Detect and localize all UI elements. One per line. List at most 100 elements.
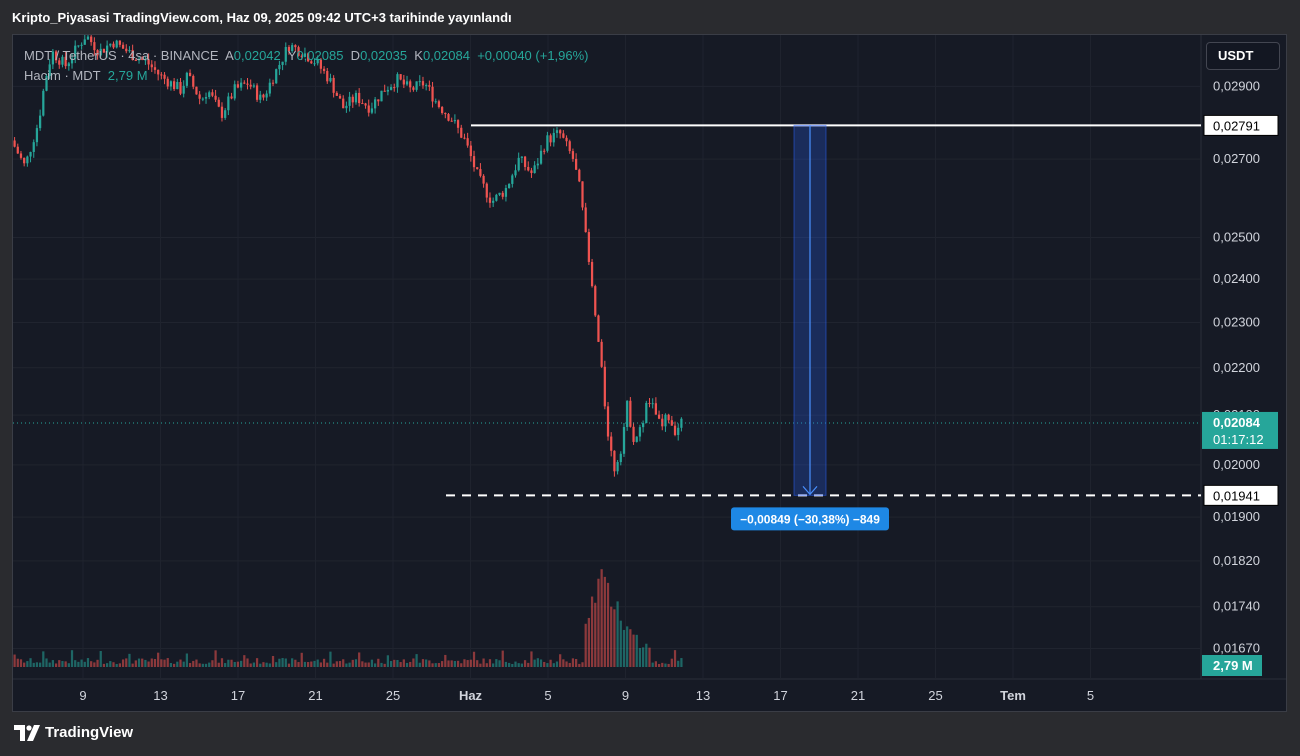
volume-bar bbox=[332, 663, 335, 667]
y-tick-label: 0,01900 bbox=[1213, 509, 1260, 524]
candle-body bbox=[348, 96, 351, 106]
candle-body bbox=[265, 93, 268, 98]
candle-body bbox=[389, 87, 393, 90]
candle-body bbox=[192, 75, 195, 87]
volume-bar bbox=[265, 662, 268, 667]
candle-body bbox=[370, 108, 374, 113]
candle-body bbox=[670, 420, 673, 426]
volume-bar bbox=[511, 663, 514, 667]
candle-body bbox=[571, 151, 575, 159]
candle-body bbox=[303, 53, 307, 57]
volume-bar bbox=[246, 658, 249, 667]
candle-body bbox=[629, 400, 632, 427]
candle-body bbox=[61, 56, 64, 65]
candle-body bbox=[517, 157, 520, 171]
volume-bar bbox=[348, 662, 351, 667]
candle-body bbox=[99, 48, 102, 56]
volume-bar bbox=[421, 659, 425, 667]
candle-body bbox=[626, 400, 629, 428]
candles bbox=[13, 35, 683, 477]
volume-bar bbox=[495, 659, 498, 667]
volume-bar bbox=[508, 662, 511, 667]
volume-bar bbox=[374, 663, 377, 667]
volume-bar bbox=[606, 582, 610, 667]
volume-bar bbox=[236, 661, 240, 667]
low-value: 0,02035 bbox=[360, 48, 408, 63]
candle-body bbox=[418, 81, 421, 83]
volume-bar bbox=[141, 658, 144, 667]
candle-body bbox=[48, 64, 51, 77]
candle-body bbox=[214, 95, 217, 100]
volume-bar bbox=[70, 650, 74, 667]
brand[interactable]: TradingView bbox=[14, 724, 133, 741]
x-tick-label: 9 bbox=[79, 688, 86, 703]
volume-bar bbox=[386, 655, 389, 667]
volume-bar bbox=[635, 634, 638, 667]
candle-body bbox=[441, 107, 444, 113]
volume-bar bbox=[157, 652, 160, 667]
candle-body bbox=[635, 436, 638, 442]
currency-button[interactable]: USDT bbox=[1206, 42, 1280, 70]
candle-body bbox=[217, 99, 220, 107]
volume-bar bbox=[319, 662, 322, 667]
candle-body bbox=[511, 175, 514, 184]
candle-body bbox=[278, 64, 281, 70]
candle-body bbox=[45, 76, 48, 91]
candle-body bbox=[169, 81, 173, 87]
volume-bar bbox=[54, 663, 58, 667]
candle-body bbox=[485, 183, 488, 198]
candle-body bbox=[412, 87, 415, 90]
candle-body bbox=[543, 150, 546, 152]
volume-bar bbox=[377, 658, 380, 667]
volume-bar bbox=[667, 663, 670, 667]
candle-body bbox=[654, 403, 657, 415]
candle-body bbox=[559, 130, 562, 134]
candle-body bbox=[35, 128, 39, 143]
volume-bar bbox=[456, 660, 460, 667]
candle-body bbox=[495, 194, 498, 201]
volume-bar bbox=[539, 659, 543, 667]
volume-bar bbox=[224, 663, 227, 667]
resistance-price-label-box bbox=[1203, 114, 1279, 136]
chart-panel[interactable]: −0,00849 (−30,38%) −849 0,02900 0,02700 0,… bbox=[12, 34, 1287, 712]
volume-bar bbox=[99, 651, 102, 667]
volume-bar bbox=[600, 569, 603, 667]
volume-bar bbox=[383, 663, 386, 667]
candle-body bbox=[361, 103, 364, 105]
candle-body bbox=[176, 82, 179, 90]
candle-body bbox=[131, 50, 134, 61]
candle-body bbox=[514, 170, 517, 176]
volume-bar bbox=[106, 663, 109, 667]
volume-bar bbox=[93, 662, 96, 667]
volume-bar bbox=[118, 663, 121, 667]
volume-bar bbox=[252, 662, 255, 667]
drawings: −0,00849 (−30,38%) −849 bbox=[13, 124, 1201, 531]
candle-body bbox=[530, 170, 533, 174]
volume-title[interactable]: Hacim · MDT bbox=[24, 68, 101, 83]
x-tick-label: 17 bbox=[231, 688, 245, 703]
volume-bar bbox=[450, 660, 453, 667]
volume-bar bbox=[536, 658, 539, 667]
price-chart[interactable]: −0,00849 (−30,38%) −849 0,029000,027000,… bbox=[13, 35, 1286, 711]
y-tick-label: 0,01820 bbox=[1213, 553, 1260, 568]
symbol-label[interactable]: MDT / TetherUS · 4sa · BINANCE bbox=[24, 48, 219, 63]
candle-body bbox=[262, 94, 265, 98]
candle-body bbox=[677, 427, 680, 435]
volume-bar bbox=[434, 663, 437, 667]
candle-body bbox=[632, 426, 635, 442]
volume-bar bbox=[35, 662, 39, 667]
candle-body bbox=[268, 82, 271, 94]
current-price-label: 0,02084 bbox=[1213, 415, 1261, 430]
volume-bar bbox=[134, 660, 137, 667]
volume-bar bbox=[316, 659, 319, 667]
volume-bar bbox=[594, 602, 597, 667]
volume-bar bbox=[220, 658, 224, 667]
volume-bar bbox=[96, 659, 99, 667]
volume-bar bbox=[597, 578, 600, 667]
volume-bar bbox=[565, 661, 568, 667]
candle-body bbox=[118, 40, 121, 45]
volume-bar bbox=[651, 662, 654, 667]
volume-bar bbox=[425, 659, 428, 667]
candle-body bbox=[380, 90, 383, 102]
candle-body bbox=[259, 94, 262, 100]
